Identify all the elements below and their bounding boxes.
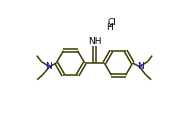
Text: N: N bbox=[45, 62, 52, 71]
Text: H: H bbox=[106, 23, 113, 32]
Text: NH: NH bbox=[88, 37, 101, 46]
Text: Cl: Cl bbox=[107, 18, 116, 27]
Text: N: N bbox=[137, 62, 144, 71]
